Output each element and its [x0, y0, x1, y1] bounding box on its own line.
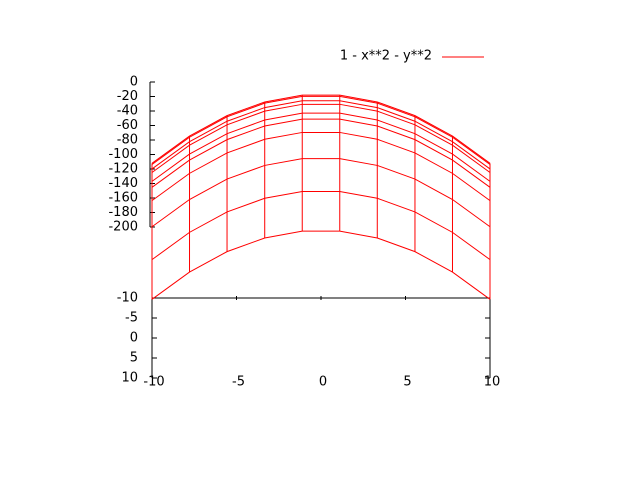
- surface-line: [151, 95, 491, 165]
- surface-line: [151, 131, 491, 202]
- x-tick-label: 5: [403, 375, 411, 390]
- surface-line: [151, 112, 491, 182]
- z-tick-label: 0: [130, 75, 138, 90]
- x-tick-label: 10: [484, 375, 501, 390]
- x-tick-label: -5: [232, 375, 245, 390]
- z-tick-label: -120: [108, 162, 138, 177]
- z-tick-label: -80: [117, 133, 138, 148]
- surface-line: [151, 94, 491, 164]
- y-tick-label: 0: [130, 331, 138, 346]
- y-tick-label: -5: [125, 311, 138, 326]
- surface-line: [151, 190, 491, 261]
- z-tick-label: -180: [108, 205, 138, 220]
- z-tick-label: -60: [117, 118, 138, 133]
- y-tick-label: 10: [121, 371, 138, 386]
- z-tick-label: -20: [117, 89, 138, 104]
- y-tick-label: -10: [117, 291, 138, 306]
- surface-line: [151, 230, 491, 300]
- y-tick-label: 5: [130, 351, 138, 366]
- x-tick-label: -10: [143, 375, 164, 390]
- surface-line: [151, 103, 491, 173]
- z-tick-label: -200: [108, 220, 138, 235]
- x-tick-label: 0: [319, 375, 327, 390]
- z-tick-label: -140: [108, 176, 138, 191]
- z-tick-label: -160: [108, 191, 138, 206]
- z-tick-label: -100: [108, 147, 138, 162]
- surface-line: [151, 158, 491, 228]
- z-tick-label: -40: [117, 104, 138, 119]
- floor: [151, 297, 491, 378]
- legend-label: 1 - x**2 - y**2: [340, 49, 432, 64]
- surface-line: [151, 100, 491, 170]
- surface-line: [151, 118, 491, 188]
